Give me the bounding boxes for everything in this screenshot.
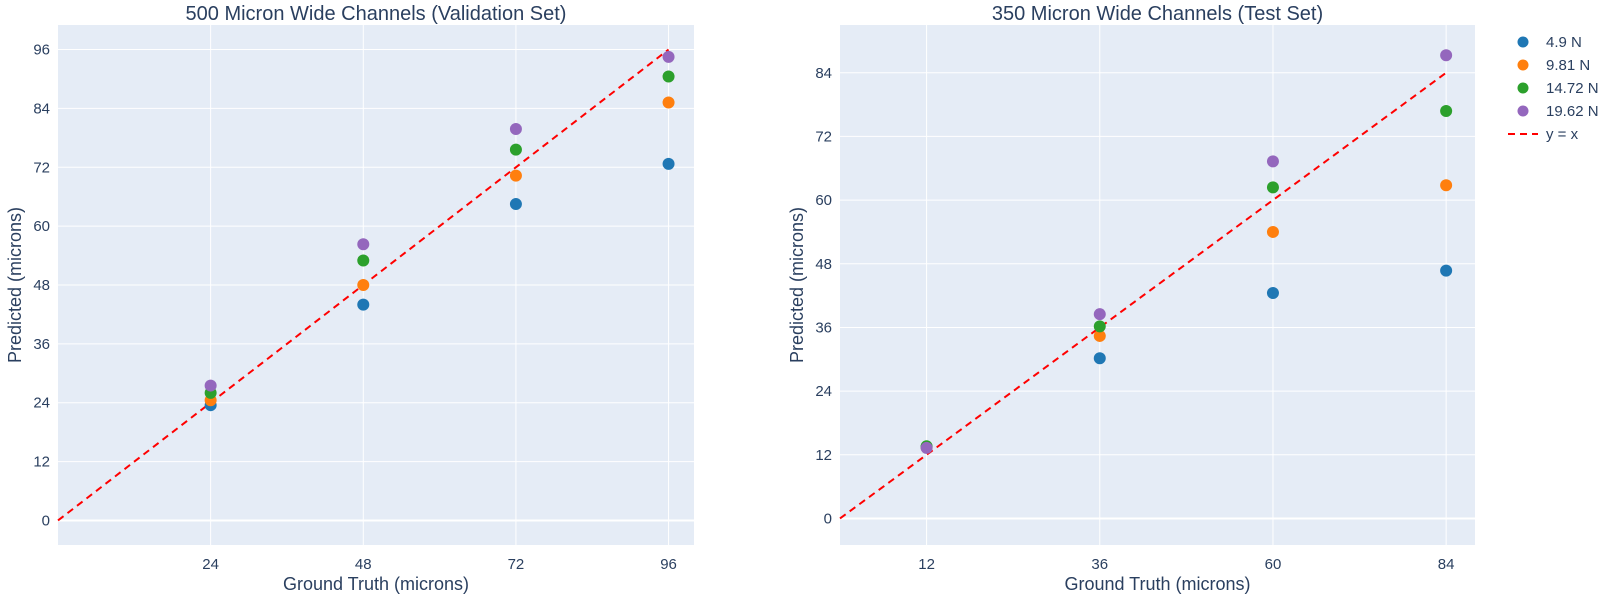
y-tick-label: 24 (33, 395, 50, 412)
y-tick-label: 48 (815, 256, 832, 273)
x-tick-label: 12 (918, 556, 935, 573)
legend-item: 9.81 N (1517, 57, 1590, 74)
plot-background (840, 25, 1475, 545)
legend-item: 4.9 N (1517, 34, 1582, 51)
legend-label: 9.81 N (1546, 57, 1590, 74)
scatter-point (920, 441, 933, 454)
legend-marker (1517, 105, 1529, 117)
scatter-point (662, 157, 675, 170)
scatter-point (1440, 49, 1453, 62)
y-tick-label: 84 (815, 65, 832, 82)
y-tick-label: 84 (33, 100, 50, 117)
chart-title: 350 Micron Wide Channels (Test Set) (992, 3, 1323, 25)
scatter-point (662, 96, 675, 109)
scatter-point (1440, 179, 1453, 192)
legend-label: 4.9 N (1546, 34, 1582, 51)
tick-labels: 24 48 72 96 0 12 24 36 48 60 72 84 96 (33, 42, 677, 573)
x-tick-label: 84 (1438, 556, 1455, 573)
scatter-point (1093, 320, 1106, 333)
scatter-point (1093, 352, 1106, 365)
x-axis-title: Ground Truth (microns) (1064, 574, 1250, 594)
points-layer (920, 49, 1453, 454)
points-layer (204, 50, 675, 412)
scatter-point (1266, 225, 1279, 238)
y-tick-label: 60 (815, 192, 832, 209)
panel-test: 12 36 60 84 0 12 24 36 48 60 72 84 350 Micron Wide … (787, 3, 1475, 594)
x-tick-label: 36 (1091, 556, 1108, 573)
grid (840, 25, 1475, 545)
legend-marker (1517, 59, 1529, 71)
scatter-point (357, 298, 370, 311)
x-tick-label: 48 (355, 556, 372, 573)
legend-item: 19.62 N (1517, 103, 1599, 120)
scatter-point (662, 70, 675, 83)
identity-line-layer (839, 71, 1447, 520)
y-axis-title: Predicted (microns) (5, 207, 25, 363)
y-tick-label: 0 (824, 510, 832, 527)
x-tick-label: 96 (660, 556, 677, 573)
y-tick-label: 36 (33, 336, 50, 353)
panel-validation: 24 48 72 96 0 12 24 36 48 60 72 84 96 500 Micron Wid… (5, 3, 694, 594)
y-axis-title: Predicted (microns) (787, 207, 807, 363)
chart-title: 500 Micron Wide Channels (Validation Set… (186, 3, 567, 25)
scatter-point (204, 379, 217, 392)
scatter-point (357, 254, 370, 267)
scatter-point (509, 198, 522, 211)
y-tick-label: 72 (815, 128, 832, 145)
y-tick-label: 12 (33, 454, 50, 471)
scatter-point (1266, 286, 1279, 299)
legend-item: y = x (1508, 126, 1579, 143)
scatter-point (509, 123, 522, 135)
x-tick-label: 24 (202, 556, 219, 573)
y-tick-label: 48 (33, 277, 50, 294)
legend-label: 14.72 N (1546, 80, 1599, 97)
y-tick-label: 96 (33, 42, 50, 59)
legend-marker (1517, 82, 1529, 94)
scatter-point (509, 143, 522, 156)
y-tick-label: 0 (42, 512, 50, 529)
y-tick-label: 60 (33, 218, 50, 235)
x-tick-label: 60 (1265, 556, 1282, 573)
scatter-point (662, 50, 675, 63)
legend-marker (1517, 36, 1529, 48)
tick-labels: 12 36 60 84 0 12 24 36 48 60 72 84 (815, 65, 1454, 573)
scatter-point (1266, 181, 1279, 194)
x-tick-label: 72 (508, 556, 525, 573)
x-axis-title: Ground Truth (microns) (283, 574, 469, 594)
legend-label: y = x (1546, 126, 1579, 143)
scatter-point (1093, 329, 1106, 342)
scatter-point (357, 279, 370, 291)
scatter-point (1440, 104, 1453, 117)
y-tick-label: 36 (815, 319, 832, 336)
scatter-point (357, 238, 370, 251)
y-tick-label: 72 (33, 159, 50, 176)
y-tick-label: 24 (815, 383, 832, 400)
scatter-point (1440, 264, 1453, 277)
legend: 4.9 N 9.81 N 14.72 N 19.62 N y = x (1508, 34, 1599, 143)
scatter-point (1266, 155, 1279, 168)
legend-item: 14.72 N (1517, 80, 1599, 97)
scatter-point (509, 169, 522, 182)
identity-line (839, 71, 1447, 520)
y-tick-label: 12 (815, 447, 832, 464)
scatter-point (1093, 308, 1106, 321)
legend-label: 19.62 N (1546, 103, 1599, 120)
